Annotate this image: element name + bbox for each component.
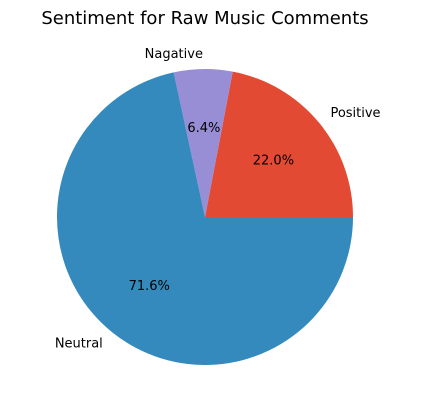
pie-slice-nagative xyxy=(173,69,233,217)
pie-slice-neutral xyxy=(57,72,353,365)
pie-slices xyxy=(57,69,353,365)
pie-label-positive: Positive xyxy=(330,106,380,121)
pie-slice-positive xyxy=(205,71,353,217)
pie-value-label-nagative: 6.4% xyxy=(187,121,220,136)
pie-label-nagative: Nagative xyxy=(145,47,203,62)
pie-value-label-positive: 22.0% xyxy=(253,153,294,168)
chart-title: Sentiment for Raw Music Comments xyxy=(41,8,368,29)
pie-label-neutral: Neutral xyxy=(55,337,103,352)
pie-labels: Positive 22.0% Nagative 6.4% Neutral 71.6% xyxy=(55,47,381,352)
pie-value-label-neutral: 71.6% xyxy=(129,279,170,294)
